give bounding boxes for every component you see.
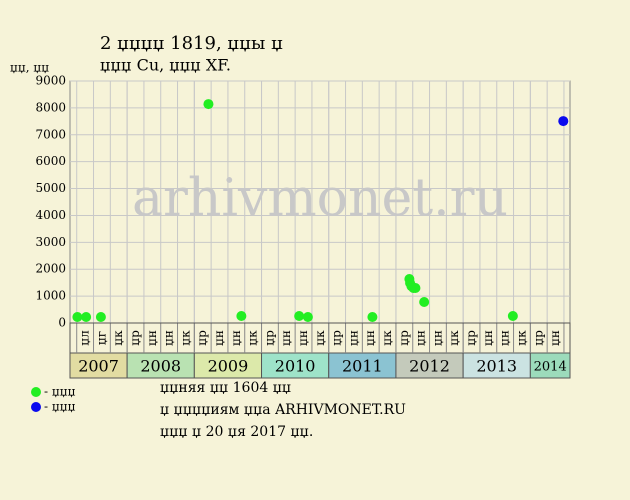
period-label: џн bbox=[279, 330, 293, 346]
point bbox=[507, 311, 518, 322]
year-label: 2014 bbox=[534, 360, 567, 375]
y-tick-label: 0 bbox=[58, 316, 66, 330]
y-tick-label: 5000 bbox=[35, 181, 66, 195]
y-tick-label: 2000 bbox=[35, 262, 66, 276]
legend-marker bbox=[31, 402, 41, 412]
period-label: џн bbox=[212, 330, 226, 346]
period-label: џн bbox=[498, 330, 512, 346]
point bbox=[410, 283, 421, 294]
period-label: џк bbox=[514, 330, 528, 346]
y-axis-label: џџ, џџ bbox=[10, 61, 49, 75]
period-label: џл bbox=[78, 330, 92, 346]
year-box bbox=[462, 352, 531, 379]
period-label: џк bbox=[111, 330, 125, 346]
point bbox=[95, 312, 106, 323]
year-label: 2009 bbox=[208, 357, 249, 376]
point bbox=[302, 312, 313, 323]
period-label: џк bbox=[313, 330, 327, 346]
year-label: 2013 bbox=[476, 357, 517, 376]
period-label: џр bbox=[531, 330, 545, 346]
y-tick-label: 1000 bbox=[35, 289, 66, 303]
chart-title: 2 џџџџ 1819, џџы џ bbox=[100, 33, 283, 54]
legend-label: - џџџ bbox=[44, 400, 76, 414]
legend-marker bbox=[31, 387, 41, 397]
point bbox=[558, 116, 569, 127]
point bbox=[294, 311, 305, 322]
period-label: џр bbox=[262, 330, 276, 346]
period-label: џн bbox=[229, 330, 243, 346]
y-tick-label: 9000 bbox=[35, 74, 66, 88]
year-label: 2012 bbox=[409, 357, 450, 376]
period-label: џн bbox=[145, 330, 159, 346]
y-tick-label: 3000 bbox=[35, 235, 66, 249]
point bbox=[367, 312, 378, 323]
year-label: 2007 bbox=[78, 357, 119, 376]
period-label: џк bbox=[178, 330, 192, 346]
watermark: arhivmonet.ru bbox=[132, 169, 508, 229]
year-box bbox=[529, 352, 571, 379]
period-label: џр bbox=[464, 330, 478, 346]
note: џџџ џ 20 џя 2017 џџ. bbox=[160, 424, 313, 440]
period-label: џн bbox=[162, 330, 176, 346]
period-label: џк bbox=[380, 330, 394, 346]
chart-subtitle: џџџ Cu, џџџ XF. bbox=[100, 56, 231, 75]
period-label: џн bbox=[481, 330, 495, 346]
year-label: 2010 bbox=[275, 357, 316, 376]
point bbox=[81, 312, 92, 323]
note: џџняя џџ 1604 џџ bbox=[160, 380, 291, 396]
period-label: џн bbox=[414, 330, 428, 346]
legend-label: - џџџ bbox=[44, 385, 76, 399]
y-tick-label: 4000 bbox=[35, 208, 66, 222]
period-label: џг bbox=[94, 331, 108, 345]
y-tick-label: 8000 bbox=[35, 100, 66, 114]
point bbox=[203, 99, 214, 110]
period-label: џк bbox=[246, 330, 260, 346]
year-label: 2008 bbox=[140, 357, 181, 376]
point bbox=[419, 296, 430, 307]
note: џ џџџџиям џџа ARHIVMONET.RU bbox=[160, 402, 406, 418]
period-label: џн bbox=[548, 330, 562, 346]
period-label: џр bbox=[128, 330, 142, 346]
period-label: џр bbox=[195, 330, 209, 346]
period-label: џн bbox=[296, 330, 310, 346]
period-label: џн bbox=[346, 330, 360, 346]
period-label: џн bbox=[363, 330, 377, 346]
point bbox=[236, 311, 247, 322]
period-label: џр bbox=[330, 330, 344, 346]
year-box bbox=[69, 352, 128, 379]
point bbox=[72, 312, 83, 323]
period-label: џн bbox=[430, 330, 444, 346]
period-label: џк bbox=[447, 330, 461, 346]
period-label: џр bbox=[397, 330, 411, 346]
y-tick-label: 6000 bbox=[35, 154, 66, 168]
year-label: 2011 bbox=[342, 357, 383, 376]
axis-frame bbox=[69, 322, 571, 379]
y-tick-label: 7000 bbox=[35, 127, 66, 141]
